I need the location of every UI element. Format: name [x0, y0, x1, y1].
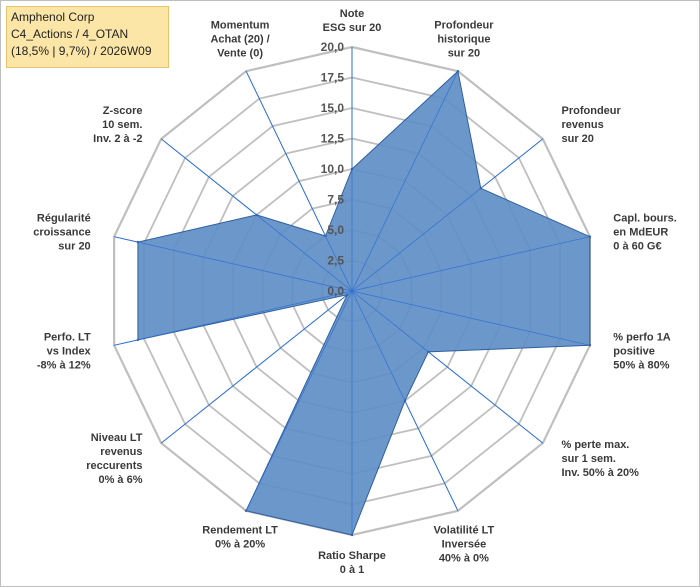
- chart-title-box: Amphenol Corp C4_Actions / 4_OTAN (18,5%…: [6, 6, 169, 68]
- axis-spoke-overlay: [351, 290, 459, 511]
- radial-tick-label: 20,0: [321, 40, 345, 54]
- axis-label: Rendement LT 0% à 20%: [202, 524, 278, 550]
- axis-label-line: croissance: [33, 226, 90, 238]
- axis-label-line: Volatilité LT: [434, 524, 495, 536]
- axis-spoke-overlay: [351, 290, 544, 444]
- axis-label: Capl. bours. en MdEUR 0 à 60 G€: [613, 212, 677, 252]
- axis-label-line: Achat (20) /: [210, 34, 269, 46]
- axis-label-line: 0 à 60 G€: [613, 240, 661, 252]
- axis-label: Régularité croissance sur 20: [33, 212, 90, 252]
- title-company: Amphenol Corp: [11, 10, 95, 24]
- radial-tick-label: 12,5: [321, 132, 345, 146]
- axis-spoke-overlay: [351, 236, 590, 292]
- axis-spoke-overlay: [160, 138, 353, 292]
- axis-label-line: vs Index: [47, 346, 92, 358]
- axis-label-line: ESG sur 20: [323, 22, 382, 34]
- axis-label-line: Rendement LT: [202, 524, 278, 536]
- axis-label-line: Régularité: [37, 212, 91, 224]
- axis-label: Z-score 10 sem. Inv. 2 à -2: [93, 105, 142, 145]
- radial-tick-label: 7,5: [327, 193, 344, 207]
- axis-label-line: 0% à 6%: [98, 474, 142, 486]
- axis-label-line: positive: [613, 346, 655, 358]
- axis-spoke-overlay: [245, 290, 353, 511]
- axis-spoke-overlay: [351, 138, 544, 292]
- axis-spoke-overlay: [245, 71, 353, 292]
- axis-label-line: sur 20: [562, 133, 594, 145]
- axis-label-line: Vente (0): [217, 48, 263, 60]
- axis-label-line: Profondeur: [434, 20, 494, 32]
- axis-label-line: Perfo. LT: [44, 332, 91, 344]
- axis-label-line: historique: [437, 34, 490, 46]
- axis-label-line: Z-score: [103, 105, 143, 117]
- axis-label: Profondeur revenus sur 20: [562, 105, 622, 145]
- axis-label-line: Profondeur: [562, 105, 622, 117]
- axis-label: Niveau LT revenus reccurents 0% à 6%: [86, 432, 143, 486]
- axis-label-line: % perte max.: [562, 439, 630, 451]
- radial-tick-label: 0,0: [327, 284, 344, 298]
- axis-label-line: Capl. bours.: [613, 212, 677, 224]
- axis-label: % perte max. sur 1 sem. Inv. 50% à 20%: [562, 439, 640, 479]
- axis-label: % perfo 1A positive 50% à 80%: [613, 332, 671, 372]
- axis-label-line: sur 1 sem.: [562, 453, 616, 465]
- axis-label-line: revenus: [562, 119, 604, 131]
- axis-label-line: reccurents: [86, 460, 142, 472]
- axis-label-line: Note: [340, 8, 364, 20]
- axis-label-line: 10 sem.: [102, 119, 142, 131]
- axis-label-line: 0 à 1: [340, 564, 364, 576]
- axis-label: Volatilité LT Inversée 40% à 0%: [434, 524, 495, 564]
- axis-spoke-overlay: [351, 290, 590, 346]
- axis-spoke-overlay: [114, 290, 353, 346]
- radial-tick-label: 2,5: [327, 254, 344, 268]
- axis-label-line: sur 20: [58, 240, 90, 252]
- radar-series: [114, 47, 592, 537]
- radial-tick-label: 5,0: [327, 223, 344, 237]
- axis-label: Note ESG sur 20: [323, 8, 382, 34]
- axis-label: Momentum Achat (20) / Vente (0): [210, 20, 269, 60]
- radial-tick-label: 17,5: [321, 71, 345, 85]
- axis-label-line: 40% à 0%: [439, 552, 489, 564]
- axis-label-line: Niveau LT: [91, 432, 143, 444]
- axis-labels: Note ESG sur 20 Profondeur historique sur 20…: [33, 8, 677, 576]
- axis-label: Ratio Sharpe 0 à 1: [318, 550, 386, 576]
- axis-label: Perfo. LT vs Index -8% à 12%: [37, 332, 92, 372]
- axis-label-line: sur 20: [448, 48, 480, 60]
- axis-label-line: 50% à 80%: [613, 360, 669, 372]
- radial-tick-label: 15,0: [321, 101, 345, 115]
- axis-spoke-overlay: [351, 71, 459, 292]
- axis-label-line: en MdEUR: [613, 226, 668, 238]
- axis-label: Profondeur historique sur 20: [434, 20, 494, 60]
- radial-tick-label: 10,0: [321, 162, 345, 176]
- axis-label-line: Inversée: [442, 538, 487, 550]
- axis-label-line: -8% à 12%: [37, 360, 91, 372]
- axis-spoke-overlay: [114, 236, 353, 292]
- axis-label-line: 0% à 20%: [215, 538, 265, 550]
- radial-tick-labels: 0,0 2,5 5,0 7,5 10,0 12,5 15,0 17,5 20,0: [321, 40, 345, 298]
- axis-spoke-overlay: [160, 290, 353, 444]
- title-portfolio: C4_Actions / 4_OTAN: [11, 27, 129, 41]
- axis-label-line: Inv. 2 à -2: [93, 133, 142, 145]
- axis-label-line: Ratio Sharpe: [318, 550, 386, 562]
- axis-label-line: Inv. 50% à 20%: [562, 467, 640, 479]
- axis-label-line: Momentum: [211, 20, 270, 32]
- axis-label-line: revenus: [100, 446, 142, 458]
- title-performance-week: (18,5% | 9,7%) / 2026W09: [11, 44, 152, 58]
- axis-label-line: % perfo 1A: [613, 332, 671, 344]
